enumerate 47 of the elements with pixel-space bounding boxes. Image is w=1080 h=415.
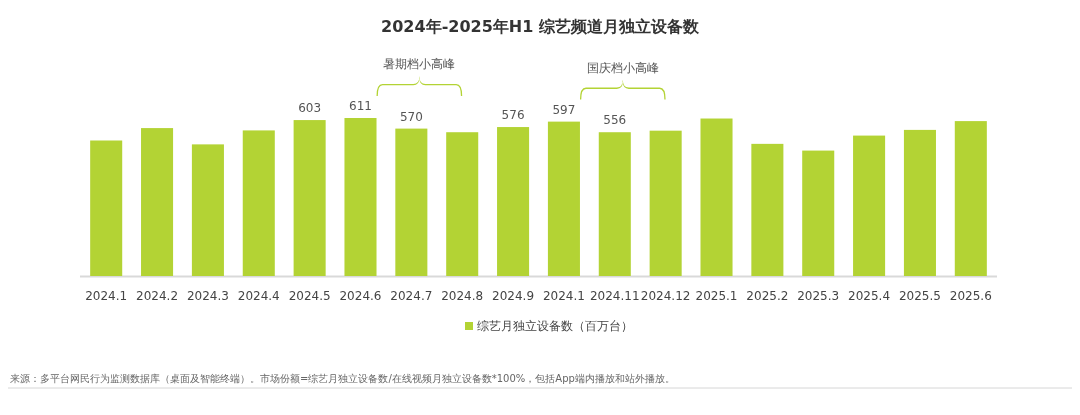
data-label: 603	[298, 101, 322, 116]
bar	[751, 143, 784, 276]
bar	[547, 121, 580, 276]
x-tick-label: 2024.11	[589, 289, 640, 303]
x-tick-label: 2024.1	[542, 289, 585, 303]
bar	[344, 118, 377, 276]
bar	[293, 120, 326, 276]
bar	[141, 128, 174, 276]
bar	[903, 129, 936, 276]
x-tick-label: 2025.3	[797, 289, 840, 303]
legend-label: 综艺月独立设备数（百万台）	[477, 319, 633, 333]
data-label: 570	[399, 109, 423, 124]
data-label: 611	[349, 99, 372, 113]
bar	[598, 132, 631, 276]
x-tick-label: 2025.5	[898, 289, 941, 303]
bar	[191, 144, 224, 276]
x-tick-label: 2025.2	[746, 289, 789, 303]
chart-title: 2024年-2025年H1 综艺频道月独立设备数	[381, 17, 700, 36]
source-note: 来源：多平台网民行为监测数据库（桌面及智能终端）。市场份额=综艺月独立设备数/在线视频月独立设备数*100%，包括App端内播放和站外播放。	[10, 373, 675, 384]
bar	[446, 132, 479, 276]
x-tick-label: 2024.5	[288, 289, 331, 303]
x-tick-label: 2024.1	[85, 289, 128, 303]
bar	[802, 150, 835, 276]
x-tick-label: 2024.7	[390, 289, 433, 303]
bar	[700, 118, 733, 276]
bar	[853, 135, 886, 276]
bar	[395, 128, 428, 276]
bar	[90, 140, 123, 276]
bar	[954, 121, 987, 276]
data-label: 576	[501, 108, 525, 123]
x-tick-label: 2025.6	[949, 289, 992, 303]
x-tick-label: 2024.6	[339, 289, 382, 303]
x-tick-label: 2024.2	[136, 289, 179, 303]
text: 暑期档小高峰	[383, 57, 456, 71]
x-tick-label: 2024.8	[441, 289, 484, 303]
x-tick-label: 2025.1	[695, 289, 738, 303]
data-label: 597	[552, 102, 576, 117]
x-tick-label: 2024.3	[186, 289, 229, 303]
x-tick-label: 2024.4	[237, 289, 280, 303]
bar	[649, 130, 682, 276]
data-label: 556	[603, 113, 627, 128]
x-tick-label: 2024.9	[492, 289, 535, 303]
bar	[242, 130, 275, 276]
x-tick-label: 2024.12	[640, 289, 691, 303]
text: 国庆档小高峰	[586, 60, 659, 75]
bar	[497, 127, 530, 276]
x-tick-label: 2025.4	[848, 289, 891, 303]
